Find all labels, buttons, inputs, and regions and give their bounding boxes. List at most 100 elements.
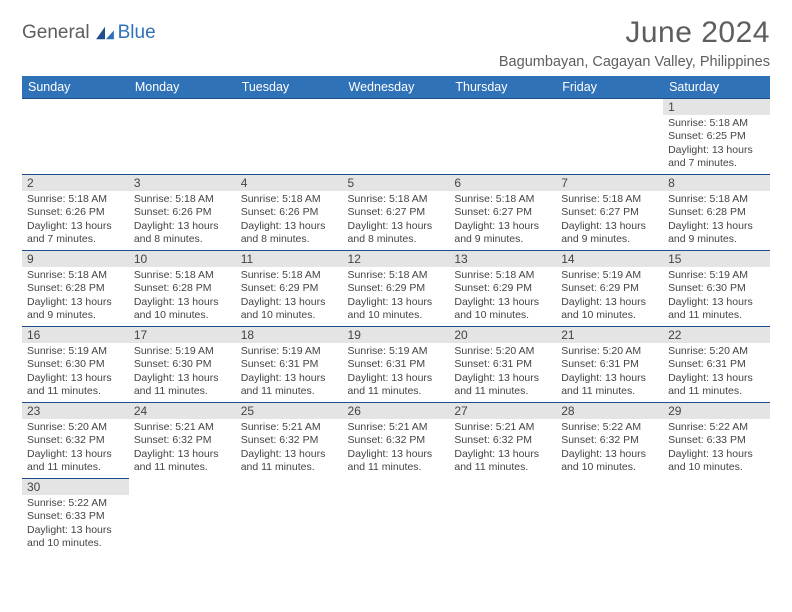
day-details: Sunrise: 5:22 AMSunset: 6:33 PMDaylight:… bbox=[663, 419, 770, 478]
sunrise-line: Sunrise: 5:18 AM bbox=[348, 193, 445, 206]
day-details: Sunrise: 5:22 AMSunset: 6:32 PMDaylight:… bbox=[556, 419, 663, 478]
sunrise-line: Sunrise: 5:20 AM bbox=[668, 345, 765, 358]
daylight-line: Daylight: 13 hours and 11 minutes. bbox=[348, 448, 445, 475]
weekday-header: Saturday bbox=[663, 76, 770, 99]
location-subtitle: Bagumbayan, Cagayan Valley, Philippines bbox=[499, 54, 770, 70]
daylight-line: Daylight: 13 hours and 11 minutes. bbox=[348, 372, 445, 399]
sunset-line: Sunset: 6:25 PM bbox=[668, 130, 765, 143]
daylight-line: Daylight: 13 hours and 9 minutes. bbox=[561, 220, 658, 247]
calendar-row: 2Sunrise: 5:18 AMSunset: 6:26 PMDaylight… bbox=[22, 175, 770, 251]
sunset-line: Sunset: 6:27 PM bbox=[561, 206, 658, 219]
calendar-table: Sunday Monday Tuesday Wednesday Thursday… bbox=[22, 76, 770, 555]
sunrise-line: Sunrise: 5:18 AM bbox=[668, 117, 765, 130]
sunrise-line: Sunrise: 5:21 AM bbox=[241, 421, 338, 434]
day-details: Sunrise: 5:18 AMSunset: 6:27 PMDaylight:… bbox=[449, 191, 556, 250]
daylight-line: Daylight: 13 hours and 11 minutes. bbox=[668, 372, 765, 399]
sunrise-line: Sunrise: 5:18 AM bbox=[454, 193, 551, 206]
day-number: 3 bbox=[129, 175, 236, 191]
sunset-line: Sunset: 6:28 PM bbox=[134, 282, 231, 295]
sunset-line: Sunset: 6:30 PM bbox=[668, 282, 765, 295]
day-details: Sunrise: 5:18 AMSunset: 6:25 PMDaylight:… bbox=[663, 115, 770, 174]
calendar-cell: 4Sunrise: 5:18 AMSunset: 6:26 PMDaylight… bbox=[236, 175, 343, 251]
daylight-line: Daylight: 13 hours and 8 minutes. bbox=[134, 220, 231, 247]
daylight-line: Daylight: 13 hours and 11 minutes. bbox=[454, 372, 551, 399]
day-details: Sunrise: 5:21 AMSunset: 6:32 PMDaylight:… bbox=[129, 419, 236, 478]
day-details: Sunrise: 5:18 AMSunset: 6:28 PMDaylight:… bbox=[663, 191, 770, 250]
daylight-line: Daylight: 13 hours and 8 minutes. bbox=[241, 220, 338, 247]
calendar-cell bbox=[236, 479, 343, 555]
day-number: 2 bbox=[22, 175, 129, 191]
sail-icon bbox=[94, 25, 116, 41]
day-number: 29 bbox=[663, 403, 770, 419]
daylight-line: Daylight: 13 hours and 9 minutes. bbox=[454, 220, 551, 247]
sunrise-line: Sunrise: 5:20 AM bbox=[27, 421, 124, 434]
day-details: Sunrise: 5:19 AMSunset: 6:30 PMDaylight:… bbox=[22, 343, 129, 402]
day-details: Sunrise: 5:18 AMSunset: 6:26 PMDaylight:… bbox=[22, 191, 129, 250]
logo-text-blue: Blue bbox=[118, 22, 156, 44]
daylight-line: Daylight: 13 hours and 10 minutes. bbox=[561, 448, 658, 475]
calendar-cell bbox=[129, 99, 236, 175]
sunset-line: Sunset: 6:32 PM bbox=[348, 434, 445, 447]
calendar-cell: 3Sunrise: 5:18 AMSunset: 6:26 PMDaylight… bbox=[129, 175, 236, 251]
sunrise-line: Sunrise: 5:21 AM bbox=[134, 421, 231, 434]
calendar-cell: 28Sunrise: 5:22 AMSunset: 6:32 PMDayligh… bbox=[556, 403, 663, 479]
sunset-line: Sunset: 6:26 PM bbox=[27, 206, 124, 219]
sunrise-line: Sunrise: 5:19 AM bbox=[241, 345, 338, 358]
day-number: 28 bbox=[556, 403, 663, 419]
calendar-cell: 15Sunrise: 5:19 AMSunset: 6:30 PMDayligh… bbox=[663, 251, 770, 327]
calendar-cell bbox=[663, 479, 770, 555]
sunset-line: Sunset: 6:31 PM bbox=[241, 358, 338, 371]
calendar-cell bbox=[556, 99, 663, 175]
day-details: Sunrise: 5:18 AMSunset: 6:28 PMDaylight:… bbox=[129, 267, 236, 326]
day-details: Sunrise: 5:18 AMSunset: 6:29 PMDaylight:… bbox=[343, 267, 450, 326]
day-number: 16 bbox=[22, 327, 129, 343]
calendar-cell: 5Sunrise: 5:18 AMSunset: 6:27 PMDaylight… bbox=[343, 175, 450, 251]
sunset-line: Sunset: 6:26 PM bbox=[134, 206, 231, 219]
daylight-line: Daylight: 13 hours and 10 minutes. bbox=[27, 524, 124, 551]
day-number: 25 bbox=[236, 403, 343, 419]
daylight-line: Daylight: 13 hours and 7 minutes. bbox=[27, 220, 124, 247]
calendar-cell: 25Sunrise: 5:21 AMSunset: 6:32 PMDayligh… bbox=[236, 403, 343, 479]
calendar-cell: 27Sunrise: 5:21 AMSunset: 6:32 PMDayligh… bbox=[449, 403, 556, 479]
sunrise-line: Sunrise: 5:19 AM bbox=[668, 269, 765, 282]
sunset-line: Sunset: 6:31 PM bbox=[561, 358, 658, 371]
calendar-cell bbox=[129, 479, 236, 555]
day-details: Sunrise: 5:22 AMSunset: 6:33 PMDaylight:… bbox=[22, 495, 129, 554]
sunset-line: Sunset: 6:27 PM bbox=[454, 206, 551, 219]
day-details: Sunrise: 5:21 AMSunset: 6:32 PMDaylight:… bbox=[236, 419, 343, 478]
calendar-cell: 7Sunrise: 5:18 AMSunset: 6:27 PMDaylight… bbox=[556, 175, 663, 251]
daylight-line: Daylight: 13 hours and 11 minutes. bbox=[134, 372, 231, 399]
day-number: 20 bbox=[449, 327, 556, 343]
day-number: 17 bbox=[129, 327, 236, 343]
daylight-line: Daylight: 13 hours and 9 minutes. bbox=[27, 296, 124, 323]
day-details: Sunrise: 5:20 AMSunset: 6:31 PMDaylight:… bbox=[449, 343, 556, 402]
daylight-line: Daylight: 13 hours and 11 minutes. bbox=[241, 448, 338, 475]
weekday-header: Wednesday bbox=[343, 76, 450, 99]
sunrise-line: Sunrise: 5:19 AM bbox=[561, 269, 658, 282]
daylight-line: Daylight: 13 hours and 11 minutes. bbox=[561, 372, 658, 399]
day-number: 15 bbox=[663, 251, 770, 267]
sunset-line: Sunset: 6:31 PM bbox=[454, 358, 551, 371]
calendar-cell: 30Sunrise: 5:22 AMSunset: 6:33 PMDayligh… bbox=[22, 479, 129, 555]
sunset-line: Sunset: 6:28 PM bbox=[27, 282, 124, 295]
calendar-cell bbox=[343, 479, 450, 555]
calendar-cell: 10Sunrise: 5:18 AMSunset: 6:28 PMDayligh… bbox=[129, 251, 236, 327]
calendar-cell bbox=[449, 99, 556, 175]
logo-text-general: General bbox=[22, 22, 90, 44]
day-details: Sunrise: 5:19 AMSunset: 6:30 PMDaylight:… bbox=[129, 343, 236, 402]
daylight-line: Daylight: 13 hours and 11 minutes. bbox=[241, 372, 338, 399]
sunset-line: Sunset: 6:29 PM bbox=[241, 282, 338, 295]
sunset-line: Sunset: 6:30 PM bbox=[134, 358, 231, 371]
sunset-line: Sunset: 6:33 PM bbox=[27, 510, 124, 523]
calendar-cell: 26Sunrise: 5:21 AMSunset: 6:32 PMDayligh… bbox=[343, 403, 450, 479]
daylight-line: Daylight: 13 hours and 11 minutes. bbox=[454, 448, 551, 475]
sunrise-line: Sunrise: 5:20 AM bbox=[561, 345, 658, 358]
sunset-line: Sunset: 6:31 PM bbox=[348, 358, 445, 371]
sunrise-line: Sunrise: 5:21 AM bbox=[454, 421, 551, 434]
header: General Blue June 2024 Bagumbayan, Cagay… bbox=[22, 16, 770, 70]
day-number: 4 bbox=[236, 175, 343, 191]
calendar-cell bbox=[556, 479, 663, 555]
daylight-line: Daylight: 13 hours and 10 minutes. bbox=[241, 296, 338, 323]
sunset-line: Sunset: 6:26 PM bbox=[241, 206, 338, 219]
day-number: 8 bbox=[663, 175, 770, 191]
